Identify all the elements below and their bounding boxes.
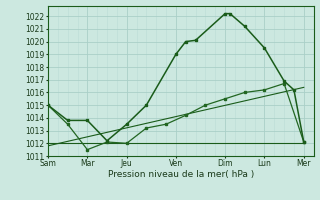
- X-axis label: Pression niveau de la mer( hPa ): Pression niveau de la mer( hPa ): [108, 170, 254, 179]
